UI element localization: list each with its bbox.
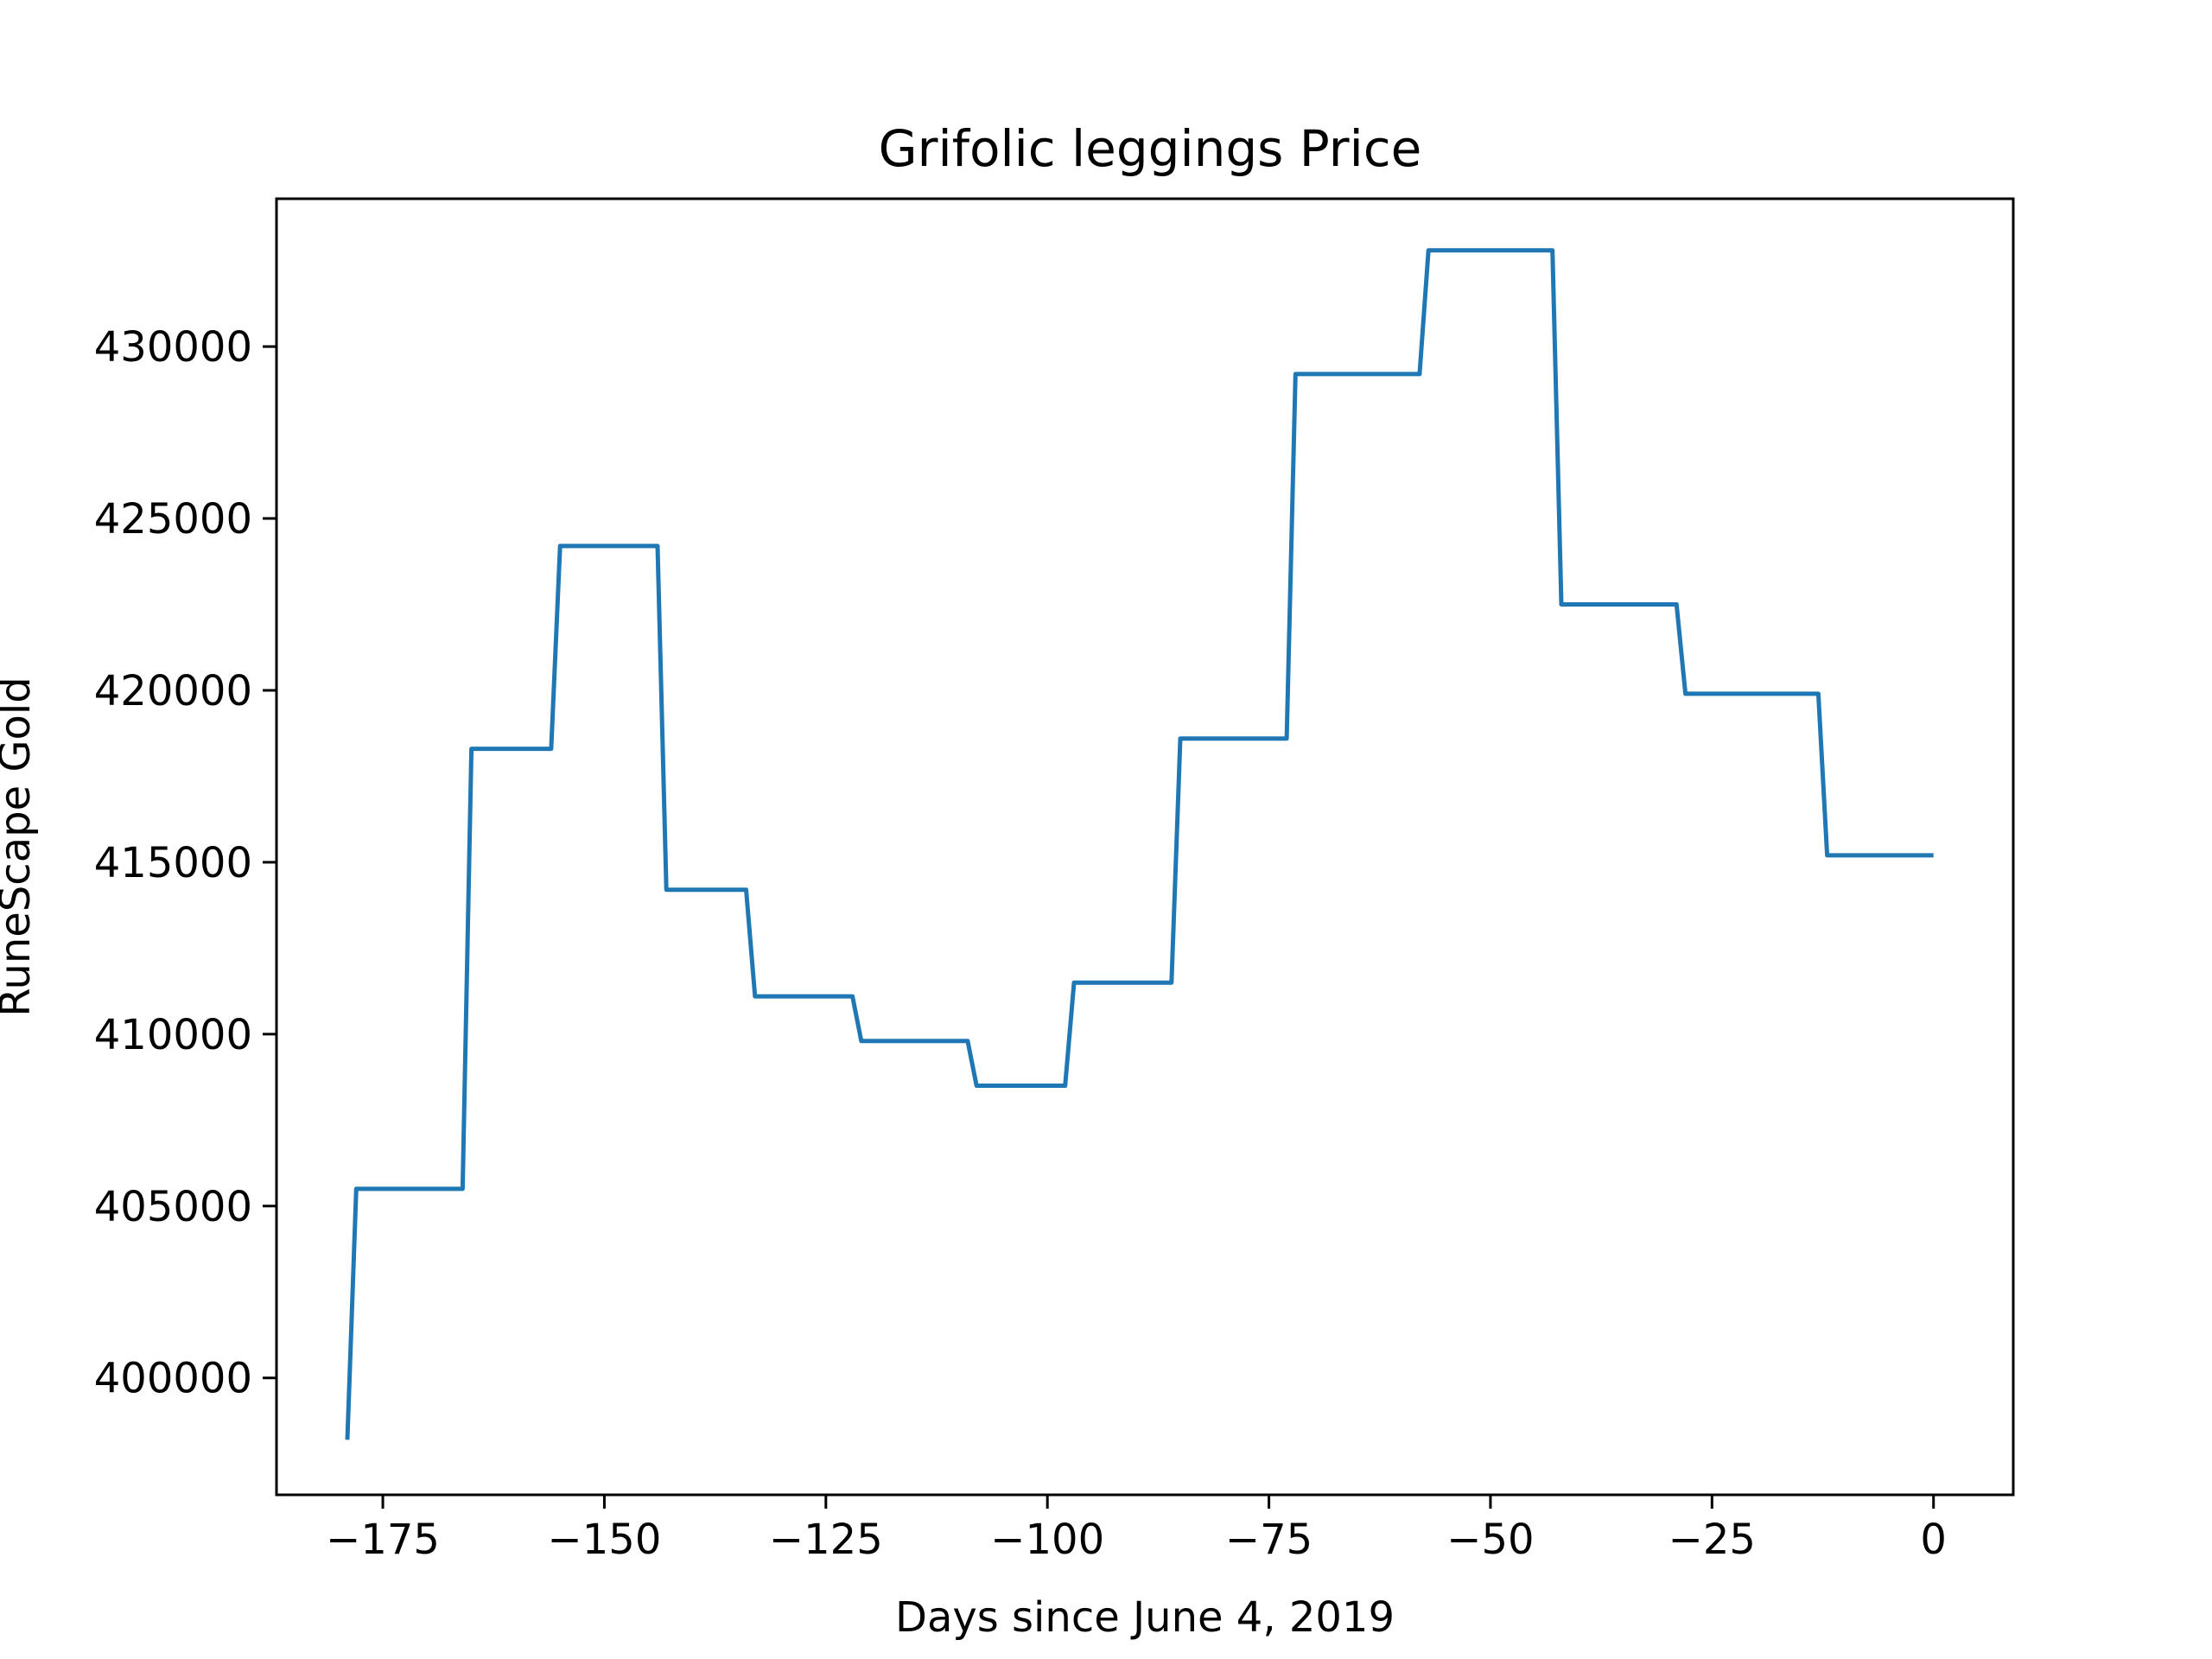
- y-tick-label: 425000: [94, 495, 252, 543]
- x-tick-label: −100: [990, 1516, 1104, 1564]
- y-tick-label: 410000: [94, 1011, 252, 1059]
- x-axis: −175 −150 −125 −100 −75 −50 −25 0: [326, 1495, 1947, 1564]
- y-tick-label: 400000: [94, 1355, 252, 1403]
- x-tick-label: −75: [1225, 1516, 1313, 1564]
- x-tick-label: 0: [1920, 1516, 1947, 1564]
- y-axis-label: RuneScape Gold: [0, 677, 40, 1016]
- plot-area: [275, 197, 2015, 1497]
- y-axis: 400000 405000 410000 415000 420000 425000 4300…: [94, 323, 276, 1403]
- y-tick-label: 420000: [94, 667, 252, 715]
- chart-title: Grifolic leggings Price: [879, 119, 1422, 178]
- x-tick-label: −125: [769, 1516, 883, 1564]
- x-tick-label: −175: [326, 1516, 440, 1564]
- y-tick-label: 415000: [94, 839, 252, 887]
- x-tick-label: −25: [1669, 1516, 1756, 1564]
- y-tick-label: 430000: [94, 323, 252, 372]
- x-tick-label: −150: [548, 1516, 662, 1564]
- x-axis-label: Days since June 4, 2019: [895, 1593, 1395, 1642]
- plot-frame: [275, 197, 2015, 1497]
- x-tick-label: −50: [1446, 1516, 1534, 1564]
- price-series-line: [345, 248, 1934, 1440]
- y-tick-label: 405000: [94, 1183, 252, 1231]
